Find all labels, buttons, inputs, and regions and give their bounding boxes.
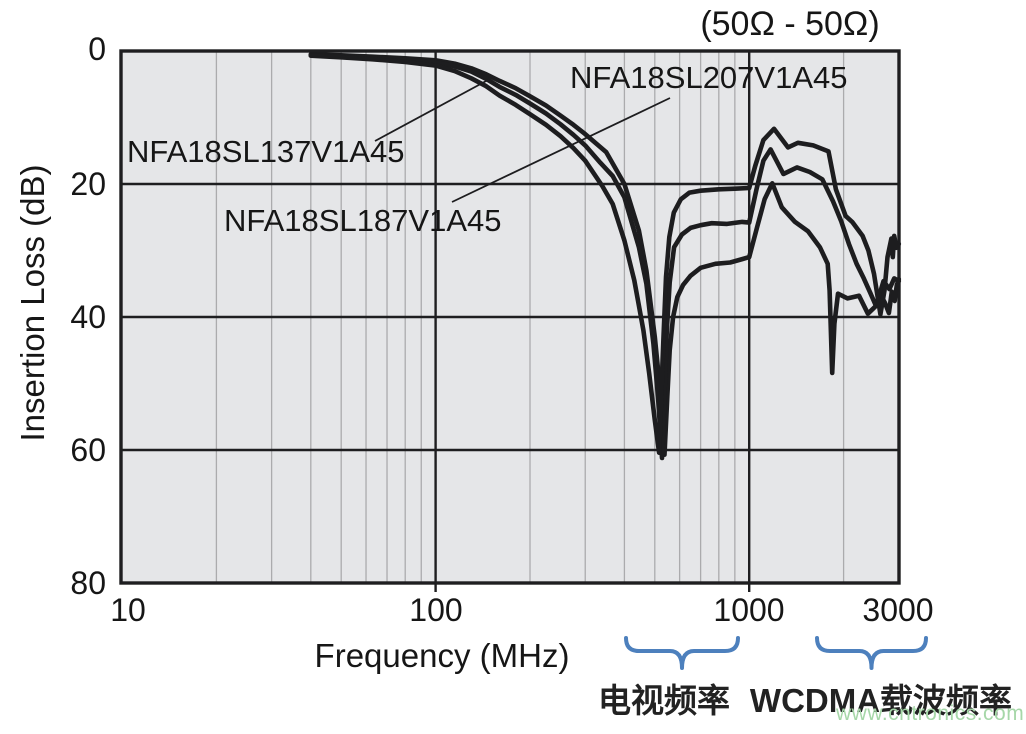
series-label-nfa18sl137: NFA18SL137V1A45 <box>127 134 405 169</box>
x-tick-label-10: 10 <box>110 592 146 628</box>
label-leader-line <box>374 79 489 142</box>
series-curve-NFA18SL207V1A45 <box>308 53 902 455</box>
x-axis-title: Frequency (MHz) <box>314 637 570 674</box>
y-tick-label-0: 0 <box>88 31 106 67</box>
x-tick-label-100: 100 <box>409 592 463 628</box>
y-tick-label-80: 80 <box>70 565 106 601</box>
y-tick-label-60: 60 <box>70 432 106 468</box>
label-leader-line <box>451 97 671 203</box>
x-tick-label-3000: 3000 <box>862 592 934 628</box>
chart-title: (50Ω - 50Ω) <box>700 5 880 43</box>
tv-band-label: 电视频率 <box>598 682 730 719</box>
plot-border <box>119 49 901 585</box>
series-label-nfa18sl207: NFA18SL207V1A45 <box>570 60 848 95</box>
series-curve-NFA18SL187V1A45 <box>308 52 902 461</box>
y-tick-label-20: 20 <box>70 166 106 202</box>
series-label-nfa18sl187: NFA18SL187V1A45 <box>224 203 502 238</box>
band-brace <box>624 636 740 670</box>
wcdma-band-label: WCDMA载波频率 <box>749 682 1013 719</box>
band-brace <box>815 636 928 670</box>
y-tick-label-40: 40 <box>70 299 106 335</box>
x-tick-label-1000: 1000 <box>713 592 785 628</box>
watermark: www.cntronics.com <box>836 702 1025 725</box>
series-curve-NFA18SL137V1A45 <box>308 52 902 457</box>
